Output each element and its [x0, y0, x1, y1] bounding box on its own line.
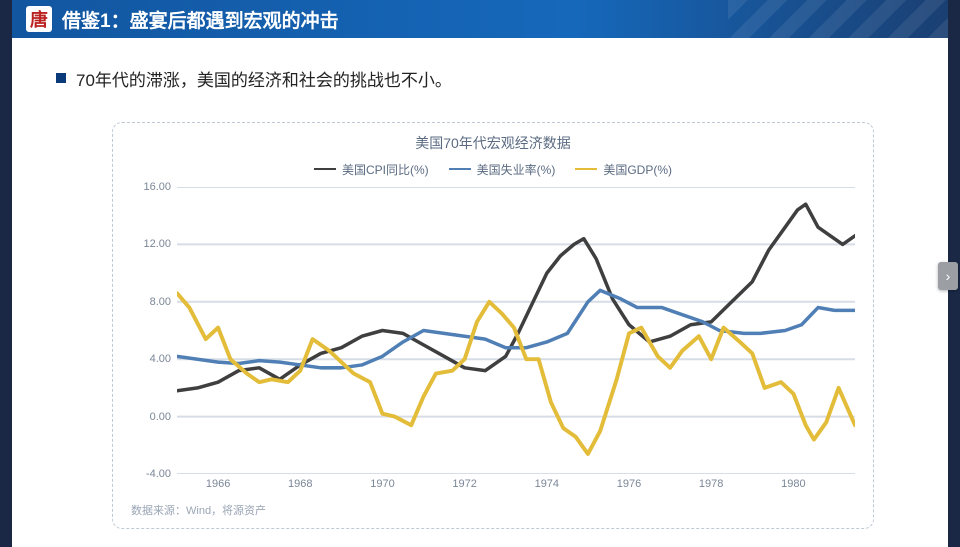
x-tick-label: 1978 — [699, 478, 723, 490]
logo-icon: 唐 — [26, 6, 52, 32]
y-tick-label: 8.00 — [150, 296, 171, 308]
x-tick-label: 1968 — [288, 478, 312, 490]
title-decoration — [728, 0, 948, 38]
x-tick-label: 1970 — [370, 478, 394, 490]
legend-label: 美国CPI同比(%) — [342, 161, 429, 178]
legend-label: 美国GDP(%) — [603, 161, 672, 178]
slide: 唐 借鉴1：盛宴后都遇到宏观的冲击 70年代的滞涨，美国的经济和社会的挑战也不小… — [12, 0, 948, 547]
legend-item: 美国CPI同比(%) — [314, 161, 429, 178]
bullet-text: 70年代的滞涨，美国的经济和社会的挑战也不小。 — [76, 66, 452, 91]
next-button[interactable]: › — [938, 262, 958, 290]
legend-swatch — [575, 168, 597, 170]
chevron-right-icon: › — [946, 268, 951, 284]
title-bar: 唐 借鉴1：盛宴后都遇到宏观的冲击 — [12, 0, 948, 38]
chart-title: 美国70年代宏观经济数据 — [113, 133, 873, 153]
x-tick-label: 1966 — [206, 478, 230, 490]
legend-swatch — [449, 168, 471, 170]
bullet-square-icon — [56, 73, 66, 83]
x-tick-label: 1980 — [781, 478, 805, 490]
x-tick-label: 1972 — [452, 478, 476, 490]
y-tick-label: 4.00 — [150, 353, 171, 365]
chart-card: 美国70年代宏观经济数据 美国CPI同比(%)美国失业率(%)美国GDP(%) … — [112, 122, 874, 529]
legend-label: 美国失业率(%) — [477, 161, 556, 178]
x-tick-label: 1974 — [535, 478, 559, 490]
x-tick-label: 1976 — [617, 478, 641, 490]
y-tick-label: 0.00 — [150, 411, 171, 423]
chart-plot: -4.000.004.008.0012.0016.001966196819701… — [177, 187, 855, 474]
legend-swatch — [314, 168, 336, 170]
page-title: 借鉴1：盛宴后都遇到宏观的冲击 — [62, 6, 339, 33]
y-tick-label: 12.00 — [143, 238, 171, 250]
bullet-row: 70年代的滞涨，美国的经济和社会的挑战也不小。 — [56, 66, 948, 91]
chart-legend: 美国CPI同比(%) 美国失业率(%) 美国GDP(%) — [113, 159, 873, 178]
y-tick-label: -4.00 — [146, 468, 171, 480]
chart-source: 数据来源：Wind，将源资产 — [131, 502, 266, 518]
y-tick-label: 16.00 — [143, 181, 171, 193]
legend-item: 美国GDP(%) — [575, 161, 672, 178]
series-gdp — [177, 293, 855, 454]
legend-item: 美国失业率(%) — [449, 161, 556, 178]
